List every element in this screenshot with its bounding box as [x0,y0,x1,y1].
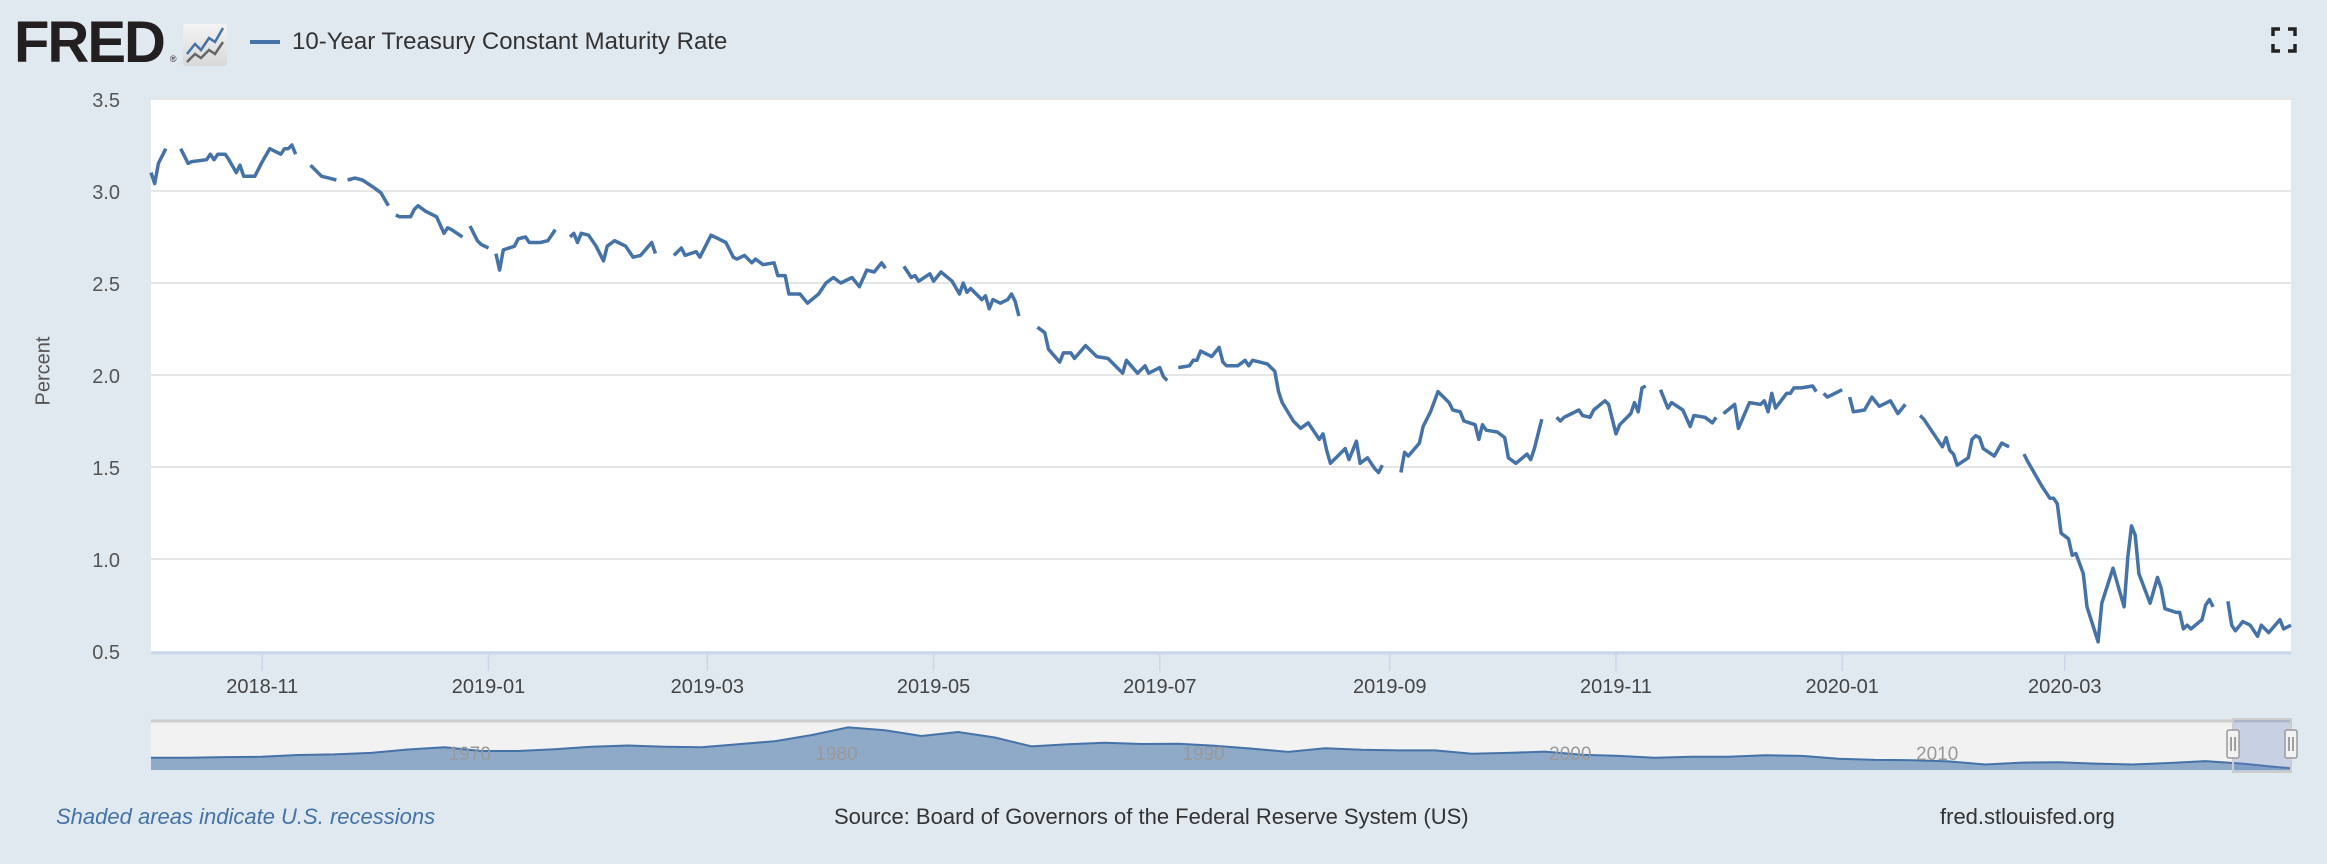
x-tick-label: 2018-11 [226,676,298,698]
x-tick-label: 2020-01 [1806,676,1879,698]
x-tick-label: 2019-05 [897,676,970,698]
y-tick-label: 3.0 [92,182,120,204]
series-line-segment[interactable] [1555,384,1647,436]
source-text: Source: Board of Governors of the Federa… [834,804,1469,829]
series-line-segment[interactable] [1722,384,1818,431]
x-tick-label: 2019-11 [1580,676,1652,698]
navigator-year-label: 1980 [815,744,857,765]
series-line-segment[interactable] [494,228,557,272]
series-line-segment[interactable] [395,203,464,239]
x-tick-label: 2019-03 [671,676,744,698]
y-tick-label: 0.5 [92,642,120,664]
series-line-segment[interactable] [1847,395,1907,416]
navigator-year-label: 1970 [449,744,491,765]
navigator-handle-right[interactable] [2284,729,2298,759]
series-line-segment[interactable] [1036,325,1169,382]
y-tick-label: 2.5 [92,274,120,296]
registered-mark: ® [169,54,177,64]
y-tick-label: 1.5 [92,458,120,480]
series-line-segment[interactable] [2022,453,2215,644]
navigator-area [151,727,2291,770]
series-legend[interactable]: 10-Year Treasury Constant Maturity Rate [250,24,727,60]
series-line-segment[interactable] [672,233,887,305]
x-tick-label: 2020-03 [2028,676,2101,698]
series-line-segment[interactable] [347,176,390,207]
line-chart-icon [182,24,227,66]
series-line-segment[interactable] [309,163,337,182]
fred-logo-text: FRED [14,10,166,75]
series-line-segment[interactable] [2226,601,2292,639]
series-line-segment[interactable] [1399,389,1544,473]
series-title: 10-Year Treasury Constant Maturity Rate [292,28,728,55]
series-line-segment[interactable] [1822,388,1843,399]
navigator-year-label: 1990 [1182,744,1224,765]
series-line-segment[interactable] [902,265,1021,317]
navigator-handle-left[interactable] [2226,729,2240,759]
fred-site-link[interactable]: fred.stlouisfed.org [1940,804,2115,829]
series-line-segment[interactable] [1918,414,2010,467]
series-line-segment[interactable] [1658,389,1718,429]
navigator-line [151,726,2292,770]
series-line-segment[interactable] [149,147,168,186]
x-tick-label: 2019-01 [452,676,525,698]
expand-icon[interactable] [2270,26,2298,54]
fred-logo[interactable]: FRED ® [14,10,227,75]
x-tick-label: 2019-07 [1123,676,1196,698]
legend-swatch [250,40,280,44]
series-line-segment[interactable] [568,231,658,263]
y-tick-label: 3.5 [92,90,120,112]
navigator-year-label: 2010 [1916,744,1958,765]
recession-note-link[interactable]: Shaded areas indicate U.S. recessions [56,804,436,829]
navigator-selection[interactable] [2232,718,2292,773]
y-tick-label: 2.0 [92,366,120,388]
navigator-year-label: 2000 [1549,744,1591,765]
x-tick-label: 2019-09 [1353,676,1426,698]
series-line-segment[interactable] [468,225,490,250]
series-line-segment[interactable] [1178,345,1384,475]
y-tick-label: 1.0 [92,550,120,572]
series-line-segment[interactable] [179,143,298,179]
